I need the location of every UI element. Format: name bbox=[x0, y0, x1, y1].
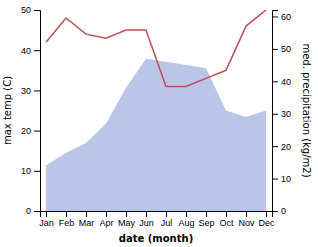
tick-mark bbox=[34, 171, 40, 172]
tick: 20 bbox=[272, 142, 291, 152]
tick-label: 20 bbox=[281, 142, 291, 152]
tick-label: Nov bbox=[238, 218, 255, 228]
tick-mark bbox=[46, 211, 47, 217]
tick: 0 bbox=[272, 206, 286, 216]
tick-mark bbox=[272, 179, 278, 180]
tick: Apr bbox=[99, 211, 113, 228]
tick-label: 30 bbox=[21, 86, 31, 96]
tick-mark bbox=[272, 114, 278, 115]
tick: May bbox=[118, 211, 136, 228]
tick-label: Oct bbox=[219, 218, 234, 228]
tick-mark bbox=[166, 211, 167, 217]
tick-label: Jul bbox=[161, 218, 173, 228]
tick-mark bbox=[86, 211, 87, 217]
axis-line bbox=[273, 11, 279, 212]
tick-mark bbox=[126, 211, 127, 217]
tick-label: Aug bbox=[178, 218, 194, 228]
tick-mark bbox=[146, 211, 147, 217]
marks bbox=[46, 10, 266, 211]
tick-label: Jun bbox=[139, 218, 154, 228]
area bbox=[46, 59, 266, 211]
tick: Aug bbox=[178, 211, 194, 228]
tick: Mar bbox=[79, 211, 95, 228]
tick: Nov bbox=[238, 211, 255, 228]
tick-label: Dec bbox=[258, 218, 275, 228]
y-axis-title: max temp (C) bbox=[2, 76, 13, 145]
tick-label: 0 bbox=[26, 206, 31, 216]
tick-mark bbox=[34, 211, 40, 212]
tick: 10 bbox=[21, 166, 40, 176]
tick: Dec bbox=[258, 211, 275, 228]
line bbox=[46, 10, 266, 86]
tick: 40 bbox=[21, 46, 40, 56]
tick: 30 bbox=[21, 86, 40, 96]
tick-mark bbox=[272, 81, 278, 82]
plot: Jan Feb Mar Apr MayJun Jul Aug Sep Oct NovDec 0 10 2… bbox=[21, 5, 291, 228]
tick: 10 bbox=[272, 174, 291, 184]
axis-line bbox=[34, 11, 41, 212]
tick-mark bbox=[106, 211, 107, 217]
tick-label: 20 bbox=[21, 126, 31, 136]
tick-label: 10 bbox=[281, 174, 291, 184]
tick-mark bbox=[246, 211, 247, 217]
y-axis: 0 10 20 30 40 50 bbox=[21, 5, 41, 216]
tick: Oct bbox=[219, 211, 234, 228]
tick-mark bbox=[34, 10, 40, 11]
tick-mark bbox=[66, 211, 67, 217]
axis-line bbox=[41, 212, 273, 218]
x-axis: Jan Feb Mar Apr MayJun Jul Aug Sep Oct NovDec bbox=[39, 211, 275, 228]
tick-mark bbox=[272, 16, 278, 17]
tick-mark bbox=[186, 211, 187, 217]
tick: 40 bbox=[272, 77, 291, 87]
tick: Feb bbox=[59, 211, 75, 228]
tick: 0 bbox=[26, 206, 40, 216]
tick-label: 40 bbox=[281, 77, 291, 87]
y2-axis-title: med. precipitation (kg/m2) bbox=[301, 43, 312, 177]
tick: Jan bbox=[39, 211, 54, 228]
tick-mark bbox=[206, 211, 207, 217]
tick-label: Jan bbox=[39, 218, 54, 228]
tick-mark bbox=[34, 131, 40, 132]
tick-label: Apr bbox=[99, 218, 113, 228]
tick-mark bbox=[272, 49, 278, 50]
tick-label: 30 bbox=[281, 109, 291, 119]
tick-mark bbox=[272, 146, 278, 147]
tick-mark bbox=[226, 211, 227, 217]
tick-label: 40 bbox=[21, 46, 31, 56]
tick-label: Feb bbox=[59, 218, 75, 228]
tick-label: 50 bbox=[281, 44, 291, 54]
tick: 60 bbox=[272, 12, 291, 22]
tick-mark bbox=[34, 90, 40, 91]
tick-label: 50 bbox=[21, 5, 31, 15]
tick-label: 0 bbox=[281, 206, 286, 216]
y2-axis: 0 10 20 30 40 50 60 bbox=[272, 11, 291, 217]
tick-label: 60 bbox=[281, 12, 291, 22]
tick-label: Mar bbox=[79, 218, 95, 228]
tick: Sep bbox=[198, 211, 214, 228]
tick-mark bbox=[272, 211, 278, 212]
tick-label: 10 bbox=[21, 166, 31, 176]
x-axis-title: date (month) bbox=[119, 233, 193, 244]
tick: 20 bbox=[21, 126, 40, 136]
tick: Jul bbox=[161, 211, 173, 228]
tick: Jun bbox=[139, 211, 154, 228]
chart: Jan Feb Mar Apr MayJun Jul Aug Sep Oct NovDec 0 10 2… bbox=[0, 0, 318, 247]
tick-label: Sep bbox=[198, 218, 214, 228]
tick: 50 bbox=[272, 44, 291, 54]
tick-label: May bbox=[118, 218, 136, 228]
tick: 50 bbox=[21, 5, 40, 15]
tick-mark bbox=[266, 211, 267, 217]
tick: 30 bbox=[272, 109, 291, 119]
tick-mark bbox=[34, 50, 40, 51]
